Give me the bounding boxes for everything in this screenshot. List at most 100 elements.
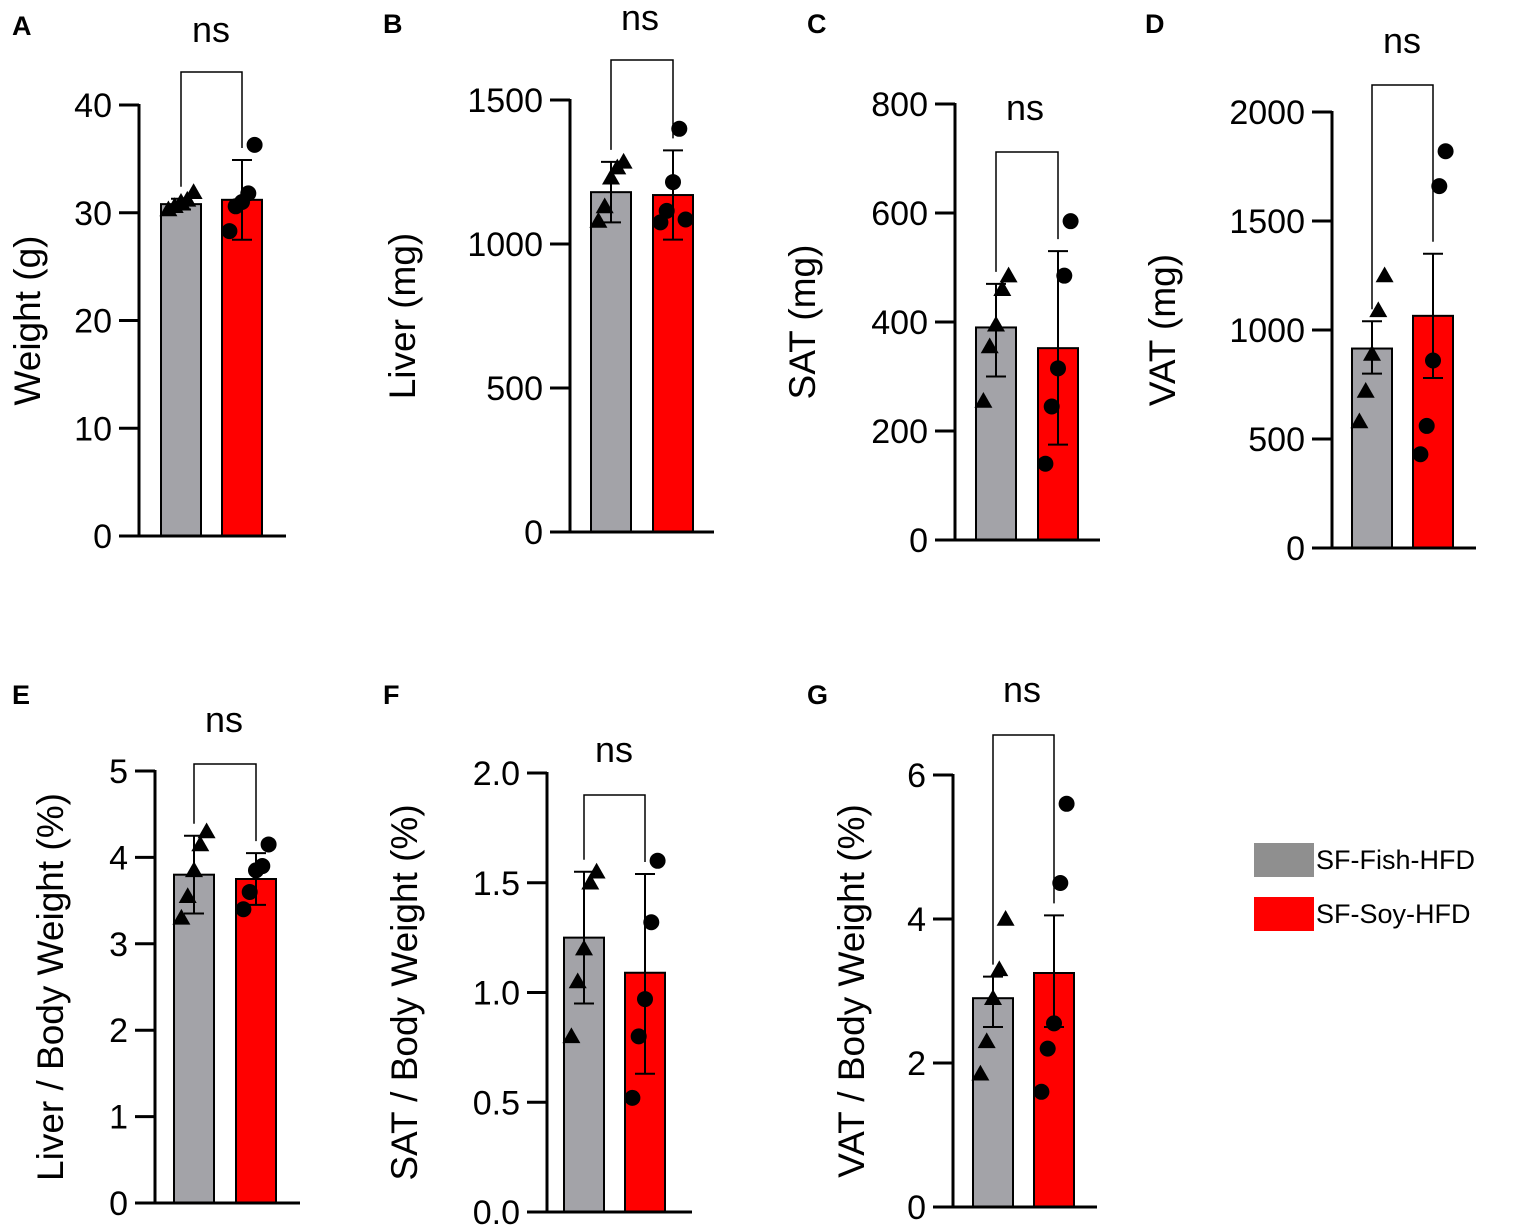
panel-e: E 0 1 2 3 4 5 Liver / Body Weight (%) ns <box>12 680 300 1223</box>
y-tick-label-e-0: 0 <box>109 1185 128 1223</box>
y-tick-label-d-4: 2000 <box>1229 94 1305 132</box>
legend-label-fish: SF-Fish-HFD <box>1316 844 1475 875</box>
y-axis-title-a: Weight (g) <box>7 236 48 406</box>
point-f-soy-2 <box>637 991 653 1008</box>
y-axis-title-b: Liver (mg) <box>382 233 423 400</box>
point-c-soy-0 <box>1037 455 1054 472</box>
point-c-fish-4 <box>999 266 1018 283</box>
bar-e-soy <box>235 878 277 1204</box>
bar-b-soy <box>652 194 694 533</box>
significance-bracket-a <box>180 71 243 187</box>
point-b-fish-4 <box>614 152 633 169</box>
y-tick-label-b-0: 0 <box>524 514 543 552</box>
point-g-soy-1 <box>1039 1040 1056 1057</box>
point-e-soy-1 <box>241 883 258 900</box>
point-f-soy-1 <box>630 1028 647 1045</box>
point-g-soy-2 <box>1046 1015 1062 1032</box>
panel-a: A 0 10 20 30 40 Weight (g) ns <box>7 9 286 556</box>
y-tick-label-a-2: 20 <box>74 303 112 341</box>
bar-g-fish <box>972 997 1014 1209</box>
y-tick-label-e-4: 4 <box>109 839 128 877</box>
y-tick-label-e-1: 1 <box>109 1099 128 1137</box>
point-f-soy-4 <box>649 852 666 869</box>
legend-item-soy: SF-Soy-HFD <box>1254 896 1471 932</box>
panel-letter-g: G <box>807 680 828 710</box>
y-tick-label-c-2: 400 <box>871 304 928 342</box>
significance-label-d: ns <box>1383 20 1421 61</box>
point-d-soy-2 <box>1425 352 1441 369</box>
legend-label-soy: SF-Soy-HFD <box>1316 898 1471 929</box>
point-d-soy-4 <box>1437 143 1454 160</box>
y-tick-label-e-3: 3 <box>109 926 128 964</box>
point-a-soy-3 <box>240 185 257 202</box>
legend-swatch-fish <box>1254 843 1314 877</box>
point-d-soy-0 <box>1412 446 1429 463</box>
point-f-fish-4 <box>587 862 606 879</box>
legend-item-fish: SF-Fish-HFD <box>1254 842 1475 878</box>
y-axis-title-f: SAT / Body Weight (%) <box>384 804 425 1180</box>
point-b-fish-0 <box>589 211 608 228</box>
y-axis-title-g: VAT / Body Weight (%) <box>831 804 872 1178</box>
point-c-fish-1 <box>980 337 999 354</box>
point-e-soy-4 <box>260 836 277 853</box>
point-d-soy-1 <box>1418 417 1435 434</box>
point-d-fish-1 <box>1356 382 1375 398</box>
point-e-soy-3 <box>254 858 271 875</box>
panel-c: C 0 200 400 600 800 SAT (mg) ns <box>782 9 1100 560</box>
y-tick-label-f-0: 0.0 <box>473 1194 520 1228</box>
panel-letter-c: C <box>807 9 827 39</box>
y-tick-label-a-4: 40 <box>74 87 112 125</box>
point-e-fish-0 <box>172 908 191 925</box>
bar-e-fish <box>173 873 215 1204</box>
point-b-soy-1 <box>658 202 675 219</box>
point-b-fish-1 <box>595 197 614 214</box>
point-f-soy-0 <box>624 1089 641 1106</box>
y-tick-label-a-0: 0 <box>93 518 112 556</box>
panel-letter-f: F <box>383 680 400 710</box>
point-c-fish-3 <box>993 280 1012 297</box>
panel-letter-a: A <box>12 11 32 41</box>
y-axis-title-c: SAT (mg) <box>782 245 823 400</box>
y-axis-title-e: Liver / Body Weight (%) <box>30 793 71 1181</box>
y-tick-label-b-1: 500 <box>486 370 543 408</box>
bar-b-fish <box>590 191 632 533</box>
point-e-fish-3 <box>191 835 210 852</box>
point-f-fish-2 <box>575 939 593 956</box>
y-tick-label-d-2: 1000 <box>1229 312 1305 350</box>
y-tick-label-a-3: 30 <box>74 195 112 233</box>
point-a-soy-4 <box>246 136 263 153</box>
point-c-soy-2 <box>1050 360 1066 377</box>
point-b-soy-2 <box>665 174 681 191</box>
point-e-fish-4 <box>197 822 216 839</box>
y-tick-label-b-3: 1500 <box>467 82 543 120</box>
legend: SF-Fish-HFD SF-Soy-HFD <box>1254 838 1522 938</box>
point-d-fish-4 <box>1375 266 1394 283</box>
point-g-fish-3 <box>990 960 1009 977</box>
panel-f: F 0.0 0.5 1.0 1.5 2.0 SAT / Body Weight (%) ns <box>383 680 692 1228</box>
y-tick-label-d-0: 0 <box>1286 530 1305 568</box>
point-e-soy-0 <box>235 901 252 918</box>
bar-d-fish <box>1351 347 1393 549</box>
y-tick-label-g-2: 4 <box>907 901 926 939</box>
y-tick-label-g-3: 6 <box>907 757 926 795</box>
point-d-fish-2 <box>1363 344 1381 361</box>
y-tick-label-g-1: 2 <box>907 1045 926 1083</box>
significance-bracket-g <box>992 734 1055 965</box>
point-g-fish-0 <box>971 1064 990 1081</box>
significance-label-b: ns <box>621 0 659 38</box>
significance-label-f: ns <box>595 729 633 770</box>
y-tick-label-c-0: 0 <box>909 522 928 560</box>
y-tick-label-f-4: 2.0 <box>473 755 520 793</box>
point-d-fish-0 <box>1350 412 1369 429</box>
point-g-fish-4 <box>996 910 1015 926</box>
point-d-soy-3 <box>1431 178 1448 195</box>
point-c-soy-4 <box>1062 213 1079 230</box>
legend-swatch-soy <box>1254 897 1314 931</box>
point-b-soy-4 <box>677 211 694 228</box>
y-tick-label-f-2: 1.0 <box>473 975 520 1013</box>
significance-label-c: ns <box>1006 87 1044 128</box>
significance-label-a: ns <box>192 9 230 50</box>
bar-a-fish <box>160 203 202 537</box>
y-tick-label-f-3: 1.5 <box>473 865 520 903</box>
bar-a-soy <box>221 198 263 537</box>
